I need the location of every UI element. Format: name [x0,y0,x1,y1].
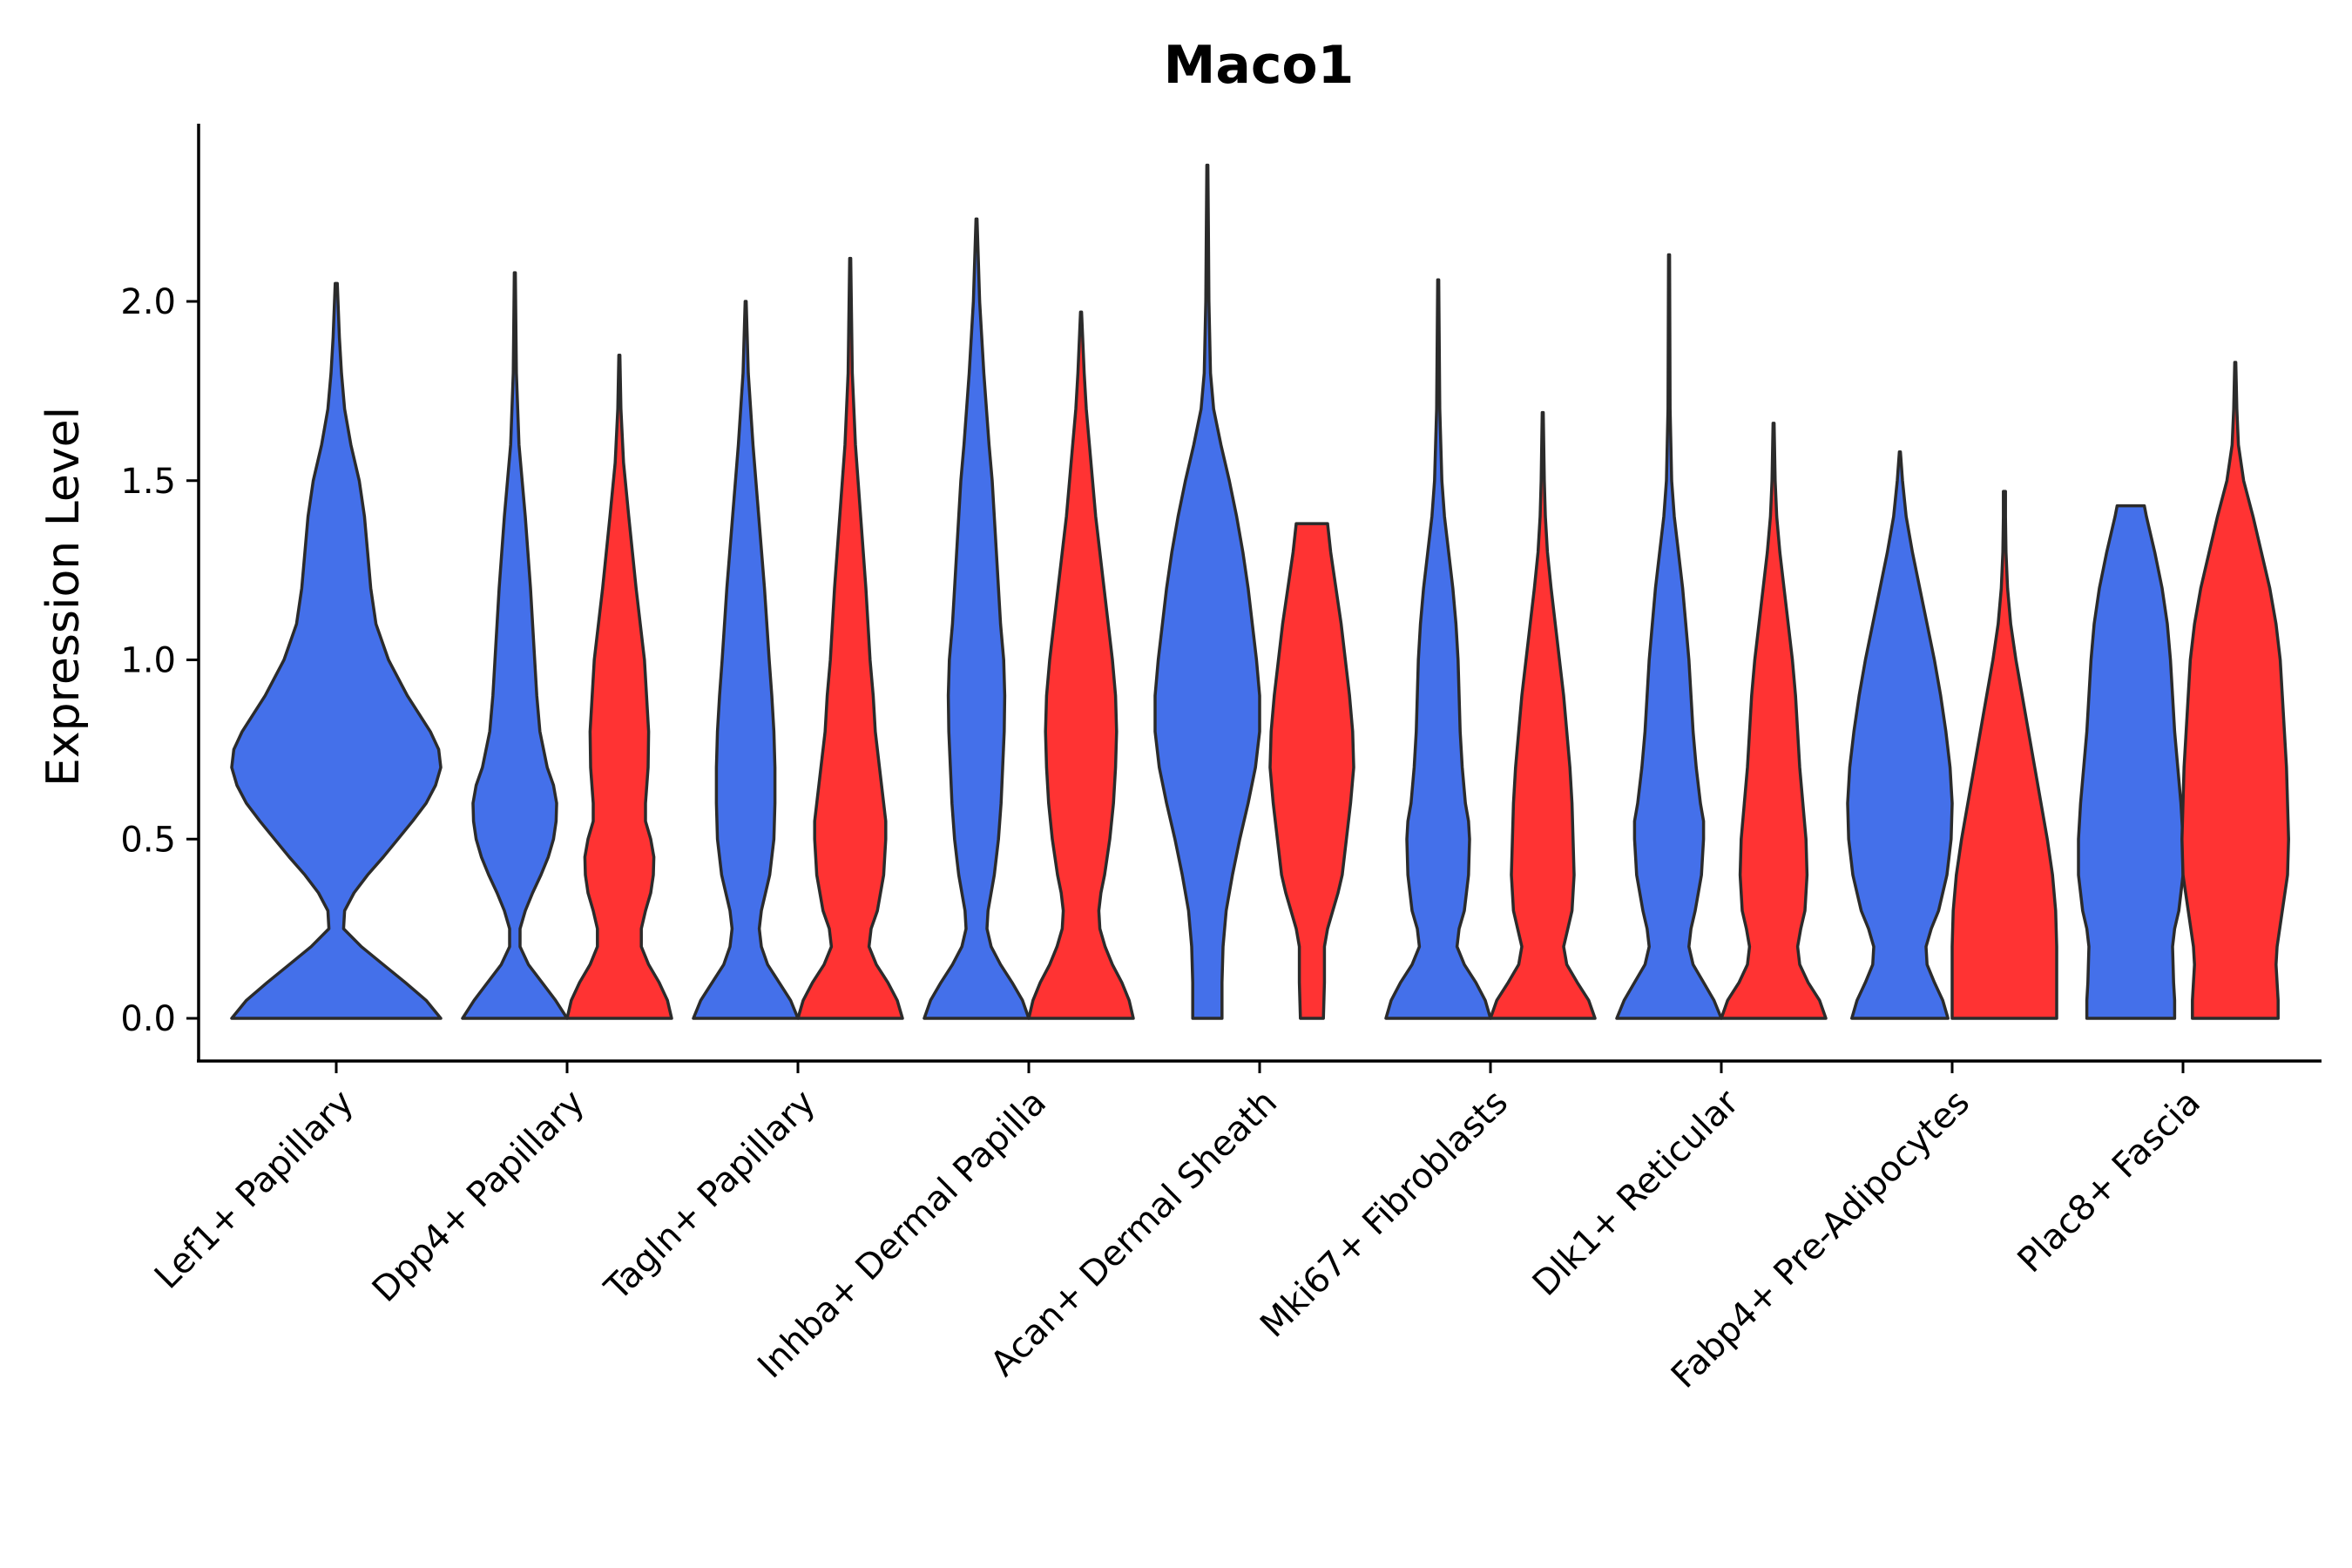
violin-red [1027,310,1135,1020]
x-tick-label: Tagln+ Papillary [597,1083,823,1309]
y-tick-label: 0.0 [120,999,176,1039]
violin-red [796,256,904,1020]
violin-red [2180,361,2290,1020]
violin-red [1489,410,1597,1020]
violin-red [1720,422,1828,1020]
violin-blue [692,300,800,1020]
y-tick-label: 1.0 [120,641,176,681]
violin-blue [1384,278,1492,1020]
violin-blue [230,281,443,1020]
violin-red [1950,490,2058,1020]
violin-red [565,353,673,1020]
x-axis-ticks: Lef1+ Papillary Dpp4+ Papillary Tagln+ Pap… [147,1061,2208,1396]
violin-blue [1846,450,1954,1020]
violin-red [1268,522,1355,1020]
y-tick-label: 0.5 [120,820,176,860]
violin-blue [1615,253,1723,1020]
chart-title: Maco1 [1164,35,1355,96]
x-tick-label: Dpp4+ Papillary [365,1083,592,1310]
x-tick-label: Plac8+ Fascia [2011,1083,2209,1281]
x-tick-label: Dlk1+ Reticular [1525,1082,1747,1304]
violin-blue [1153,163,1261,1020]
y-tick-label: 1.5 [120,462,176,502]
x-tick-label: Lef1+ Papillary [147,1083,362,1297]
violin-blue [2077,504,2185,1020]
violin-blue [461,271,569,1020]
violin-blue [923,217,1031,1020]
x-tick-label: Mki67+ Fibroblasts [1253,1083,1516,1346]
violin-group [230,163,2290,1020]
y-tick-label: 2.0 [120,282,176,322]
y-axis-ticks: 0.0 0.5 1.0 1.5 2.0 [120,282,199,1039]
y-axis-label: Expression Level [37,407,90,787]
